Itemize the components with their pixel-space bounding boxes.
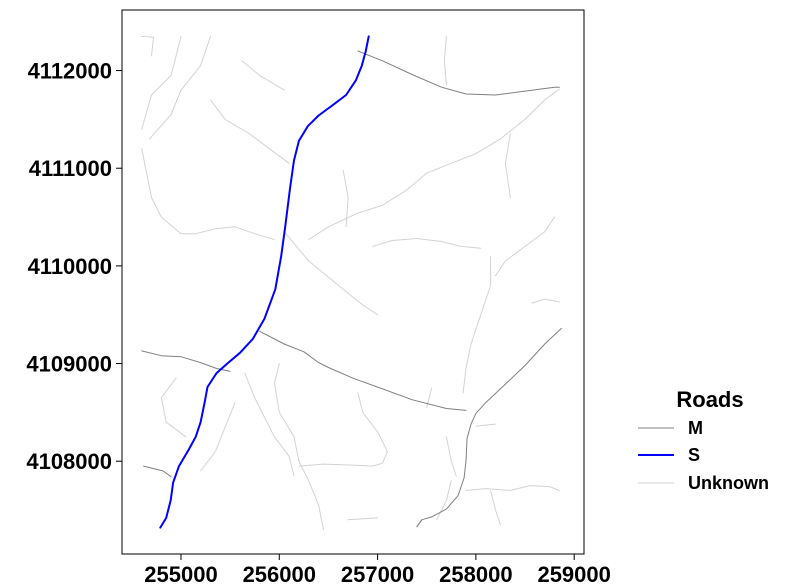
road-unknown-segment-2: [141, 148, 275, 240]
legend-label-m: M: [688, 418, 703, 438]
plot-background: [122, 10, 584, 554]
road-unknown-segment-24: [475, 423, 496, 427]
road-m-segment-2: [259, 330, 467, 411]
y-tick-label: 4109000: [26, 352, 112, 377]
road-unknown-segment-9: [372, 238, 482, 249]
road-unknown-segment-11: [443, 35, 447, 86]
road-unknown-segment-16: [200, 402, 236, 472]
road-unknown-segment-12: [504, 133, 511, 198]
road-unknown-segment-25: [445, 436, 457, 477]
road-unknown-segment-6: [283, 231, 379, 316]
road-unknown-segment-14: [531, 298, 560, 304]
plot-frame: [121, 9, 585, 555]
road-s-segment-0: [159, 35, 370, 529]
legend-title: Roads: [676, 387, 743, 412]
road-unknown-segment-0: [141, 35, 154, 57]
road-unknown-segment-26: [426, 387, 433, 408]
road-m-segment-1: [141, 350, 231, 372]
x-tick-label: 255000: [144, 562, 217, 587]
roads-layer: [141, 35, 562, 531]
y-tick-label: 4112000: [28, 59, 112, 84]
legend-label-s: S: [688, 445, 700, 465]
road-unknown-segment-7: [308, 88, 560, 240]
road-m-segment-3: [416, 327, 562, 528]
road-unknown-segment-19: [298, 392, 388, 467]
road-unknown-segment-18: [273, 363, 324, 531]
road-unknown-segment-4: [210, 99, 290, 164]
road-unknown-segment-23: [436, 480, 452, 521]
road-unknown-segment-20: [347, 517, 379, 521]
road-m-segment-0: [357, 50, 560, 96]
road-unknown-segment-21: [465, 485, 560, 491]
legend: Roads M S Unknown: [638, 387, 769, 493]
x-tick-label: 258000: [439, 562, 512, 587]
road-m-segment-4: [143, 465, 172, 478]
road-unknown-segment-17: [160, 377, 187, 438]
road-unknown-segment-15: [244, 372, 295, 477]
y-axis: 4108000 4109000 4110000 4111000 4112000: [26, 59, 122, 474]
y-tick-label: 4111000: [29, 156, 112, 181]
y-tick-label: 4110000: [28, 254, 112, 279]
road-unknown-segment-5: [241, 60, 285, 91]
road-unknown-segment-1: [141, 35, 182, 130]
y-tick-label: 4108000: [26, 449, 112, 474]
x-tick-label: 259000: [537, 562, 610, 587]
road-unknown-segment-22: [490, 490, 501, 526]
road-unknown-segment-10: [462, 255, 492, 394]
legend-label-unknown: Unknown: [688, 473, 769, 493]
road-m-segment-5: [416, 519, 423, 528]
road-unknown-segment-13: [495, 216, 555, 277]
road-unknown-segment-8: [342, 169, 349, 228]
x-tick-label: 257000: [341, 562, 414, 587]
x-axis: 255000 256000 257000 258000 259000: [144, 554, 611, 587]
x-tick-label: 256000: [243, 562, 316, 587]
road-unknown-segment-3: [149, 35, 211, 140]
